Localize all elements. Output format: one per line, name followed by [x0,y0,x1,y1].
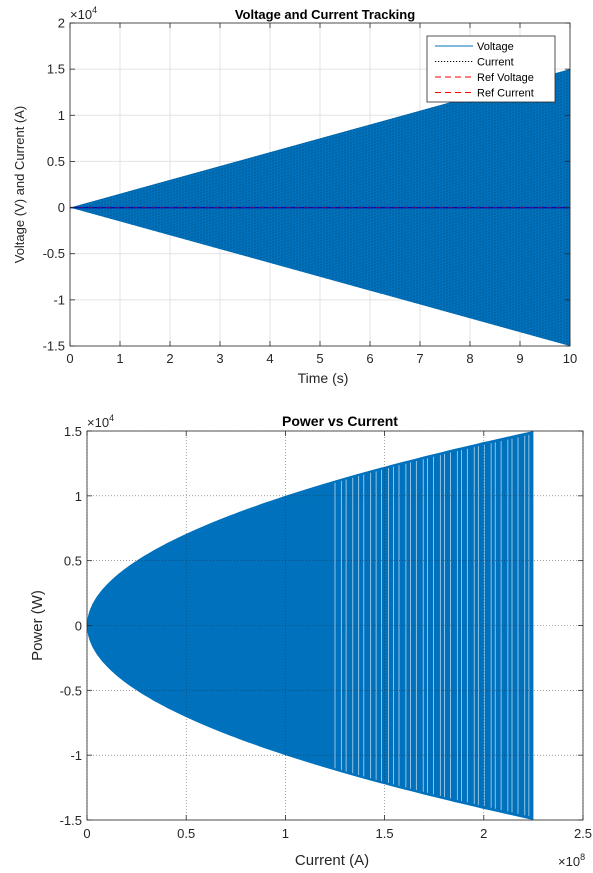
y-tick-label: -1.5 [60,813,82,828]
x-tick-label: 1 [116,351,123,366]
x-axis-label: Time (s) [298,370,349,386]
chart-power-vs-current: 0 0.5 1 1.5 2 2.5 -1.5 -1 -0.5 0 0.5 1 1.5 ×104 ×108 Po… [29,413,592,869]
x-tick-label: 7 [416,351,423,366]
legend-box [426,35,556,103]
y-tick-label: -1 [53,292,65,307]
chart-title: Voltage and Current Tracking [235,7,415,22]
legend-label: Ref Current [477,88,534,100]
x-exponent-label: ×108 [558,852,585,869]
x-tick-label: 1.5 [376,826,394,841]
x-tick-label: 8 [466,351,473,366]
y-exponent-label: ×104 [87,413,114,430]
x-tick-label: 9 [516,351,523,366]
x-tick-label: 2 [166,351,173,366]
x-tick-label: 3 [216,351,223,366]
y-tick-label: 0 [58,200,65,215]
y-exponent-label: ×104 [70,5,97,22]
x-tick-label: 2 [480,826,487,841]
y-tick-label: 1.5 [64,424,82,439]
y-axis-label: Power (W) [29,590,46,661]
y-axis-label: Voltage (V) and Current (A) [12,106,27,264]
series-power [87,431,534,820]
legend-label: Voltage [477,41,514,53]
x-axis-label: Current (A) [295,852,369,869]
x-tick-label: 10 [563,351,577,366]
y-tick-label: 1 [58,108,65,123]
y-tick-label: -1.5 [43,339,65,354]
y-tick-label: 2 [58,16,65,31]
x-tick-label: 4 [266,351,273,366]
x-tick-label: 0.5 [177,826,195,841]
x-tick-label: 5 [316,351,323,366]
chart-voltage-current: 0 1 2 3 4 5 6 7 8 9 10 -1.5 -1 -0.5 0 0.5 1 1.5 2 ×104 Volta… [12,5,577,386]
y-tick-label: 0.5 [64,554,82,569]
x-tick-label: 0 [66,351,73,366]
y-tick-label: 1 [75,489,82,504]
legend-label: Current [477,57,514,69]
x-tick-label: 0 [83,826,90,841]
legend-label: Ref Voltage [477,72,534,84]
x-tick-label: 1 [282,826,289,841]
y-tick-label: 0.5 [47,154,65,169]
x-tick-label: 6 [366,351,373,366]
x-tick-label: 2.5 [574,826,592,841]
y-tick-label: -0.5 [60,683,82,698]
y-tick-label: -1 [70,748,82,763]
y-tick-label: 0 [75,619,82,634]
y-tick-label: 1.5 [47,62,65,77]
chart-title: Power vs Current [282,413,398,429]
y-tick-label: -0.5 [43,246,65,261]
